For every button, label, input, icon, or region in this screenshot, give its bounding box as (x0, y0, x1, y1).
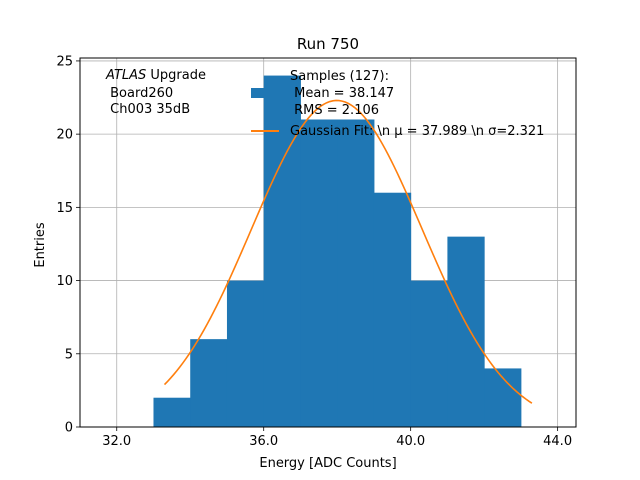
histogram-bar (300, 119, 338, 427)
x-tick-label: 40.0 (396, 434, 425, 449)
x-tick-label: 36.0 (249, 434, 278, 449)
axis-ticks: 32.0 36.0 40.0 44.0 0 5 10 15 20 25 (56, 54, 572, 449)
gaussian-fit-curve (163, 99, 533, 404)
legend-samples-swatch (251, 88, 279, 98)
histogram-bar (226, 280, 265, 427)
y-tick-label: 25 (56, 54, 73, 69)
histogram-bar (263, 75, 301, 428)
plot-frame (79, 57, 577, 428)
chart-title: Run 750 (297, 35, 359, 53)
histogram-bar (410, 280, 448, 427)
x-tick-label: 32.0 (102, 434, 131, 449)
y-tick-label: 5 (65, 347, 73, 362)
annotation-line-1: ATLAS Upgrade (105, 68, 206, 83)
histogram-bar (337, 119, 375, 427)
histogram-bar (373, 192, 412, 427)
histogram-bar (447, 236, 485, 427)
x-axis-label: Energy [ADC Counts] (259, 456, 396, 471)
legend-fit-label: Gaussian Fit: \n μ = 37.989 \n σ=2.321 (290, 124, 544, 139)
legend: Samples (127): Mean = 38.147 RMS = 2.106… (251, 69, 544, 139)
atlas-annotation: ATLAS Upgrade Board260 Ch003 35dB (105, 68, 206, 117)
histogram-bars (153, 75, 522, 428)
fit-curve-group (163, 99, 533, 404)
y-tick-label: 15 (56, 201, 73, 216)
legend-samples-line-3: RMS = 2.106 (290, 103, 379, 118)
y-axis-label: Entries (33, 222, 48, 268)
y-tick-label: 10 (56, 274, 73, 289)
y-tick-label: 20 (56, 128, 73, 143)
histogram-bar (153, 397, 191, 427)
legend-samples-line-1: Samples (127): (290, 69, 389, 84)
histogram-bar (190, 339, 228, 427)
legend-samples-line-2: Mean = 38.147 (290, 86, 394, 101)
annotation-line-3: Ch003 35dB (106, 102, 190, 117)
annotation-line-2: Board260 (106, 86, 173, 101)
y-tick-label: 0 (65, 421, 73, 436)
x-tick-label: 44.0 (543, 434, 572, 449)
